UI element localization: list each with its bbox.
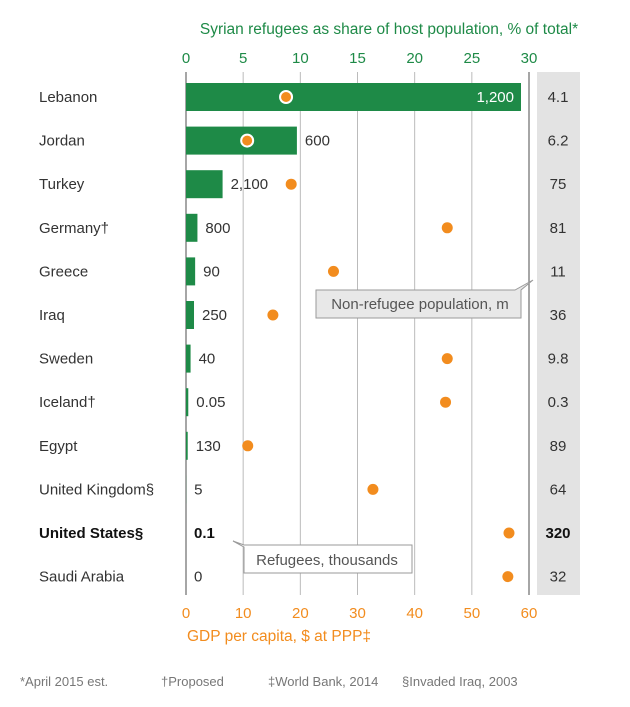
gdp-dot bbox=[440, 396, 452, 408]
population-label: 9.8 bbox=[548, 351, 569, 368]
refugee-count-label: 800 bbox=[205, 220, 230, 237]
population-label: 36 bbox=[550, 307, 567, 324]
bottom-tick-label: 30 bbox=[349, 605, 366, 622]
country-label: Turkey bbox=[39, 176, 85, 193]
refugee-share-bar bbox=[186, 301, 195, 329]
refugee-share-bar bbox=[186, 213, 198, 242]
refugee-share-bar bbox=[186, 431, 188, 460]
bottom-tick-label: 40 bbox=[406, 605, 423, 622]
bottom-tick-label: 50 bbox=[463, 605, 480, 622]
refugee-count-label: 2,100 bbox=[231, 176, 269, 193]
refugee-bars bbox=[186, 83, 521, 504]
refugee-count-label: 1,200 bbox=[476, 89, 514, 106]
country-label: United Kingdom§ bbox=[39, 481, 154, 498]
footnote: ‡World Bank, 2014 bbox=[268, 674, 378, 689]
country-label: Saudi Arabia bbox=[39, 569, 125, 586]
refugee-callout-box bbox=[232, 540, 413, 574]
country-label: Greece bbox=[39, 263, 88, 280]
population-label: 75 bbox=[550, 176, 567, 193]
top-tick-label: 30 bbox=[521, 50, 538, 67]
country-label: Sweden bbox=[39, 351, 93, 368]
top-tick-label: 10 bbox=[292, 50, 309, 67]
country-label: United States§ bbox=[39, 525, 143, 542]
gdp-dot bbox=[240, 133, 255, 148]
refugee-share-bar bbox=[186, 170, 223, 199]
country-label: Iraq bbox=[39, 307, 65, 324]
top-tick-label: 5 bbox=[239, 50, 247, 67]
country-label: Lebanon bbox=[39, 89, 97, 106]
population-label: 0.3 bbox=[548, 394, 569, 411]
refugee-count-label: 40 bbox=[199, 351, 216, 368]
top-tick-label: 20 bbox=[406, 50, 423, 67]
gdp-dot bbox=[503, 527, 515, 539]
gdp-dot bbox=[441, 222, 453, 234]
axis-ticks: 0 5 10 15 20 25 300 10 20 30 40 50 60 bbox=[182, 50, 538, 622]
refugee-count-label: 130 bbox=[196, 438, 221, 455]
top-tick-label: 25 bbox=[463, 50, 480, 67]
row-labels: Lebanon 1,200 4.1 Jordan 600 6.2 Turkey 2,100 75… bbox=[39, 89, 571, 586]
population-label: 81 bbox=[550, 220, 567, 237]
footnote: *April 2015 est. bbox=[20, 674, 108, 689]
top-tick-label: 15 bbox=[349, 50, 366, 67]
refugee-count-label: 0.05 bbox=[196, 394, 225, 411]
gridlines bbox=[185, 72, 530, 595]
country-label: Iceland† bbox=[39, 394, 96, 411]
bottom-tick-label: 20 bbox=[292, 605, 309, 622]
bottom-tick-label: 10 bbox=[235, 605, 252, 622]
refugee-count-label: 600 bbox=[305, 133, 330, 150]
population-label: 11 bbox=[550, 263, 566, 280]
bottom-tick-label: 60 bbox=[521, 605, 538, 622]
callouts: Non-refugee population, m Refugees, thous… bbox=[232, 279, 534, 574]
gdp-dot bbox=[502, 571, 514, 583]
population-label: 4.1 bbox=[548, 89, 569, 106]
gdp-dot bbox=[267, 309, 279, 321]
population-label: 320 bbox=[545, 525, 570, 542]
gdp-dot bbox=[279, 90, 294, 104]
bottom-tick-label: 0 bbox=[182, 605, 190, 622]
refugee-share-bar bbox=[186, 344, 191, 373]
country-label: Egypt bbox=[39, 438, 78, 455]
population-label: 6.2 bbox=[548, 133, 569, 150]
population-callout-box bbox=[315, 279, 534, 319]
footnote: †Proposed bbox=[161, 674, 224, 689]
refugee-count-label: 5 bbox=[194, 481, 202, 498]
refugee-share-bar bbox=[186, 257, 196, 286]
population-callout-text: Non-refugee population, m bbox=[331, 296, 509, 313]
refugee-count-label: 90 bbox=[203, 263, 220, 280]
refugee-callout-text: Refugees, thousands bbox=[256, 552, 398, 569]
gdp-dot bbox=[285, 178, 297, 190]
refugee-share-bar bbox=[186, 388, 189, 417]
gdp-dots bbox=[240, 90, 515, 583]
top-tick-label: 0 bbox=[182, 50, 190, 67]
gdp-dot bbox=[327, 265, 339, 277]
top-axis-title: Syrian refugees as share of host populat… bbox=[200, 21, 578, 38]
gdp-dot bbox=[242, 440, 254, 452]
country-label: Jordan bbox=[39, 133, 85, 150]
gdp-dot bbox=[367, 483, 379, 495]
refugee-share-bar bbox=[186, 83, 521, 111]
population-label: 64 bbox=[550, 481, 567, 498]
refugee-count-label: 0.1 bbox=[194, 525, 215, 542]
population-label: 32 bbox=[550, 569, 567, 586]
bottom-axis-title: GDP per capita, $ at PPP‡ bbox=[187, 628, 371, 645]
footnote: §Invaded Iraq, 2003 bbox=[402, 674, 518, 689]
country-label: Germany† bbox=[39, 220, 109, 237]
footnotes: *April 2015 est. †Proposed ‡World Bank, 20… bbox=[20, 674, 518, 689]
refugee-count-label: 250 bbox=[202, 307, 227, 324]
population-panel-bg bbox=[537, 72, 580, 595]
population-label: 89 bbox=[550, 438, 567, 455]
population-panel bbox=[537, 72, 580, 595]
gdp-dot bbox=[441, 353, 453, 365]
refugee-count-label: 0 bbox=[194, 569, 202, 586]
